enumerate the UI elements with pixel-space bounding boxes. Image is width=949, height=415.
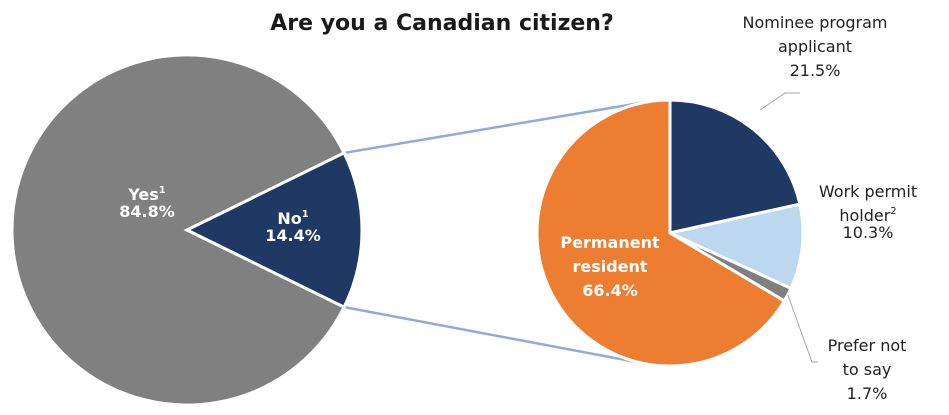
data-labels: Yes1 84.8% No1 14.4% Nominee program applican… xyxy=(119,13,917,403)
slice-yes xyxy=(10,53,347,407)
slice-nominee-program-applicant xyxy=(668,98,802,235)
label-no: No1 14.4% xyxy=(265,209,321,245)
connector-top xyxy=(343,99,653,155)
chart-title: Are you a Canadian citizen? xyxy=(270,11,613,36)
leader-nominee-program-applicant xyxy=(759,92,800,111)
breakdown-pie xyxy=(535,98,805,368)
slice-no xyxy=(183,150,364,310)
label-prefer-not-to-say: Prefer not to say 1.7% xyxy=(828,336,907,403)
connector-bottom xyxy=(343,305,653,367)
slice-work-permit-holder xyxy=(665,202,805,291)
main-pie xyxy=(10,53,364,407)
slice-permanent-resident xyxy=(535,98,787,368)
label-yes: Yes1 84.8% xyxy=(119,185,175,221)
label-nominee-program-applicant: Nominee program applicant 21.5% xyxy=(743,13,888,80)
connector-lines xyxy=(343,99,653,367)
leader-prefer-not-to-say xyxy=(787,294,818,363)
label-permanent-resident: Permanent resident 66.4% xyxy=(560,233,660,300)
label-work-permit-holder: Work permit holder2 10.3% xyxy=(819,182,917,242)
